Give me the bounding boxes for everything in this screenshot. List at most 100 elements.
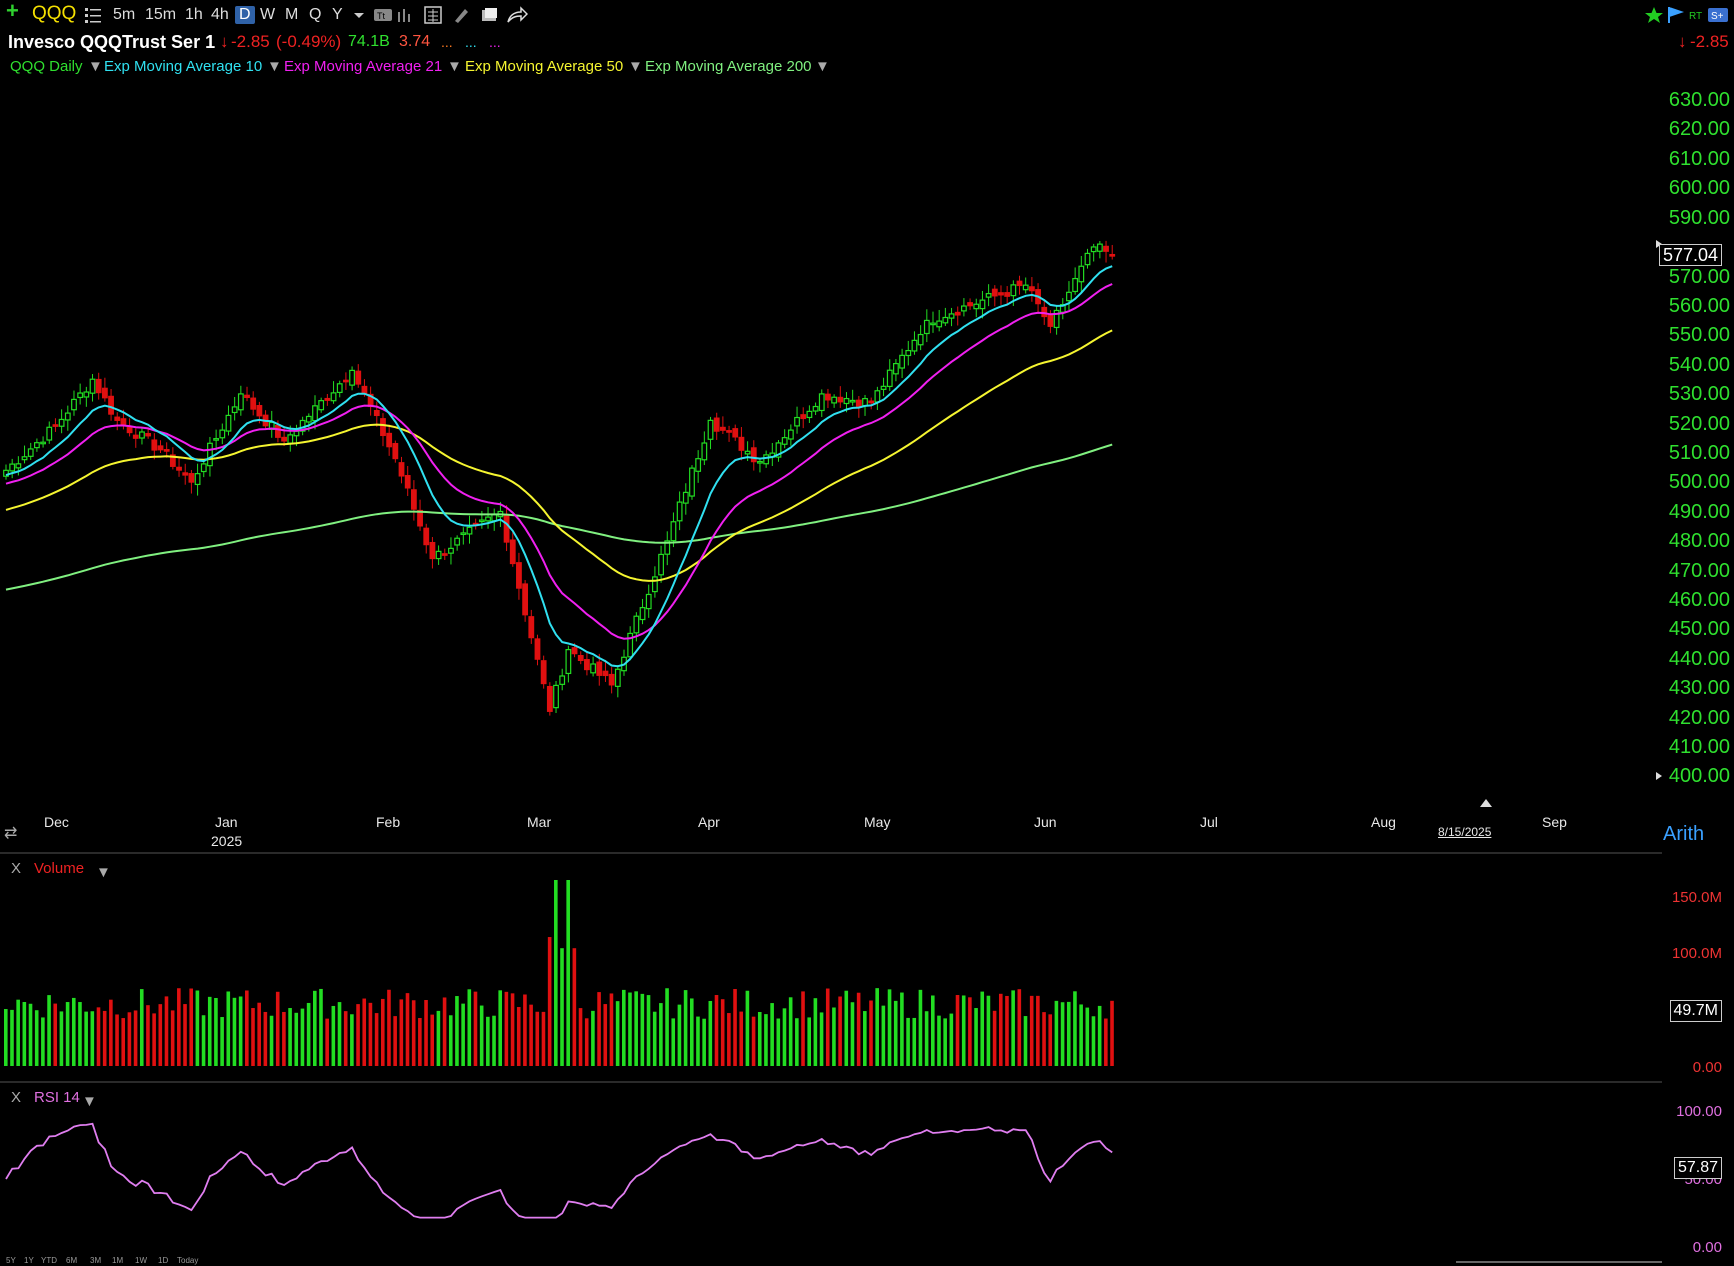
- range-3m[interactable]: 3M: [90, 1256, 102, 1265]
- volume-bar: [498, 990, 502, 1066]
- volume-bar: [442, 997, 447, 1066]
- volume-bar: [572, 948, 577, 1066]
- volume-bar: [906, 1017, 910, 1066]
- timeframe-15m[interactable]: 15m: [145, 6, 177, 23]
- flag-icon[interactable]: [1666, 6, 1685, 24]
- legend-ema50[interactable]: Exp Moving Average 50: [465, 58, 624, 75]
- chevron-down-icon[interactable]: ▼: [88, 58, 103, 75]
- candle-body: [732, 428, 739, 438]
- candle-body: [522, 583, 529, 616]
- candle-body: [1096, 243, 1103, 252]
- volume-bar: [671, 1018, 676, 1066]
- candle-body: [1072, 277, 1079, 293]
- realtime-icon[interactable]: RT: [1688, 6, 1706, 24]
- candle-body: [553, 684, 559, 709]
- drawing-tools-icon[interactable]: [480, 6, 498, 24]
- share-icon[interactable]: [506, 6, 529, 24]
- volume-bar: [609, 993, 614, 1066]
- chevron-down-icon[interactable]: ▼: [96, 864, 111, 881]
- month-label: Apr: [698, 814, 720, 830]
- volume-bar: [479, 1005, 484, 1066]
- range-1y[interactable]: 1Y: [24, 1256, 34, 1265]
- volume-bar: [714, 995, 719, 1066]
- volume-bar: [554, 880, 558, 1066]
- volume-title[interactable]: Volume: [34, 860, 85, 877]
- indicator-dots-3: ...: [489, 34, 501, 50]
- candle-body: [1084, 252, 1091, 266]
- timeframe-q[interactable]: Q: [309, 6, 322, 23]
- range-ytd[interactable]: YTD: [41, 1256, 57, 1265]
- price-tick: 500.00: [1668, 471, 1730, 493]
- close-icon[interactable]: X: [11, 860, 22, 877]
- pencil-icon[interactable]: [452, 6, 470, 24]
- star-icon[interactable]: [1644, 6, 1663, 24]
- account-icon[interactable]: S+: [1708, 6, 1728, 24]
- bar-chart-icon[interactable]: [396, 6, 414, 24]
- chevron-down-icon[interactable]: ▼: [267, 58, 282, 75]
- down-arrow-icon: ↓: [220, 32, 229, 51]
- candle-body: [139, 431, 145, 439]
- swap-icon[interactable]: ⇄: [4, 825, 18, 842]
- candle-body: [324, 397, 331, 401]
- price-change-pct: (-0.49%): [276, 32, 342, 51]
- volume-bar: [152, 1013, 156, 1066]
- legend-ema10[interactable]: Exp Moving Average 10: [104, 58, 263, 75]
- range-1d[interactable]: 1D: [158, 1256, 169, 1265]
- chevron-down-icon[interactable]: ▼: [628, 58, 643, 75]
- scale-mode-button[interactable]: Arith: [1663, 823, 1705, 845]
- candle-body: [707, 419, 714, 440]
- candle-body: [398, 462, 405, 477]
- candle-body: [763, 454, 770, 465]
- symbol-input[interactable]: QQQ: [32, 3, 77, 24]
- volume-bar: [245, 990, 249, 1066]
- chevron-down-icon[interactable]: [350, 6, 368, 24]
- volume-bar: [183, 1004, 187, 1066]
- volume-bar: [943, 1018, 947, 1066]
- candle-body: [1090, 246, 1097, 253]
- timeframe-d[interactable]: D: [235, 6, 255, 24]
- legend-price[interactable]: QQQ Daily: [10, 58, 83, 75]
- volume-bar: [689, 998, 694, 1066]
- candle-body: [101, 387, 108, 399]
- timeframe-y[interactable]: Y: [332, 6, 343, 23]
- volume-bar: [90, 1011, 95, 1066]
- range-today[interactable]: Today: [177, 1256, 199, 1265]
- range-6m[interactable]: 6M: [66, 1256, 78, 1265]
- rsi-title[interactable]: RSI 14: [34, 1089, 80, 1106]
- timeframe-w[interactable]: W: [260, 6, 276, 23]
- volume-bar: [863, 1011, 867, 1066]
- range-5y[interactable]: 5Y: [6, 1256, 16, 1265]
- price-tick: 480.00: [1668, 530, 1730, 552]
- range-1w[interactable]: 1W: [135, 1256, 147, 1265]
- volume-bar: [28, 1003, 33, 1066]
- legend-ema200[interactable]: Exp Moving Average 200: [645, 58, 812, 75]
- candle-body: [991, 288, 998, 297]
- timeframe-m[interactable]: M: [285, 6, 299, 23]
- timeframe-5m[interactable]: 5m: [113, 6, 136, 23]
- volume-bar: [350, 1014, 354, 1066]
- calculator-icon[interactable]: [424, 6, 442, 24]
- add-symbol-button[interactable]: +: [6, 0, 19, 23]
- ema10-line: [5, 265, 1113, 668]
- chevron-down-icon[interactable]: ▼: [82, 1093, 97, 1110]
- candle-body: [1010, 284, 1017, 297]
- close-icon[interactable]: X: [11, 1089, 22, 1106]
- range-1m[interactable]: 1M: [112, 1256, 124, 1265]
- volume-bar: [720, 999, 725, 1066]
- candle-body: [373, 409, 380, 417]
- list-icon[interactable]: [84, 6, 102, 24]
- candle-body: [998, 292, 1004, 296]
- price-tick: 420.00: [1668, 707, 1730, 729]
- timeframe-1h[interactable]: 1h: [185, 6, 203, 23]
- price-tick: 610.00: [1668, 148, 1730, 170]
- candle-body: [460, 532, 467, 536]
- volume-bar: [121, 1018, 126, 1066]
- chevron-down-icon[interactable]: ▼: [815, 58, 830, 75]
- chevron-down-icon[interactable]: ▼: [447, 58, 462, 75]
- timeframe-4h[interactable]: 4h: [211, 6, 229, 23]
- legend-ema21[interactable]: Exp Moving Average 21: [284, 58, 443, 75]
- rsi-line: [5, 1122, 1113, 1219]
- volume-bar: [510, 993, 515, 1066]
- chart-type-icon[interactable]: Tt: [373, 6, 392, 24]
